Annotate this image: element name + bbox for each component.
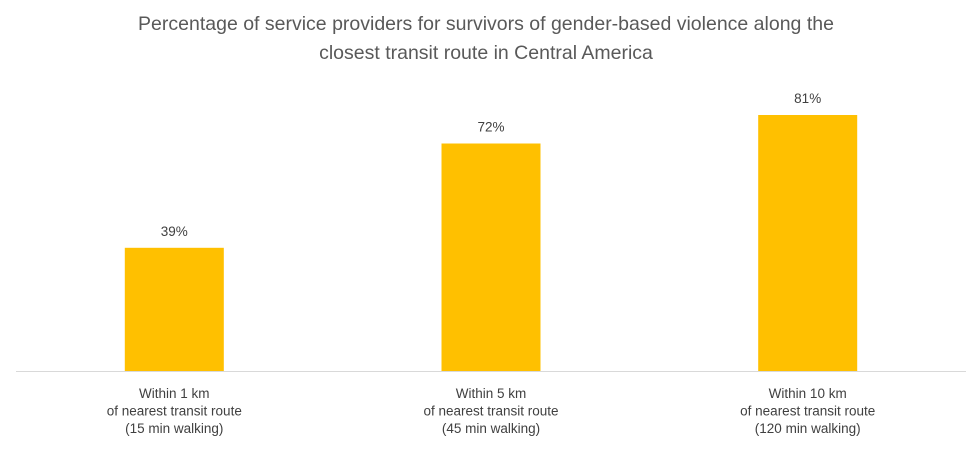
category-label-line: (15 min walking) [125,421,223,436]
bar-2 [441,143,541,371]
data-label-2: 72% [477,120,504,135]
category-label-line: Within 5 km [456,386,527,401]
chart-title-line-1: Percentage of service providers for surv… [138,13,834,35]
category-label-2: Within 5 km of nearest transit route (45 m… [423,386,558,436]
category-label-1: Within 1 km of nearest transit route (15 m… [107,386,242,436]
category-label-line: of nearest transit route [423,404,558,419]
data-label-1: 39% [161,224,188,239]
category-label-line: (120 min walking) [755,421,861,436]
bar-1 [124,247,224,371]
category-label-line: of nearest transit route [740,404,875,419]
category-label-3: Within 10 km of nearest transit route (120… [740,386,875,436]
category-label-line: of nearest transit route [107,404,242,419]
category-label-line: Within 1 km [139,386,210,401]
data-label-3: 81% [794,91,821,106]
chart-title-line-2: closest transit route in Central America [319,42,653,64]
chart-title: Percentage of service providers for surv… [0,10,972,68]
bar-3 [758,115,858,371]
category-label-line: Within 10 km [769,386,847,401]
category-label-line: (45 min walking) [442,421,540,436]
